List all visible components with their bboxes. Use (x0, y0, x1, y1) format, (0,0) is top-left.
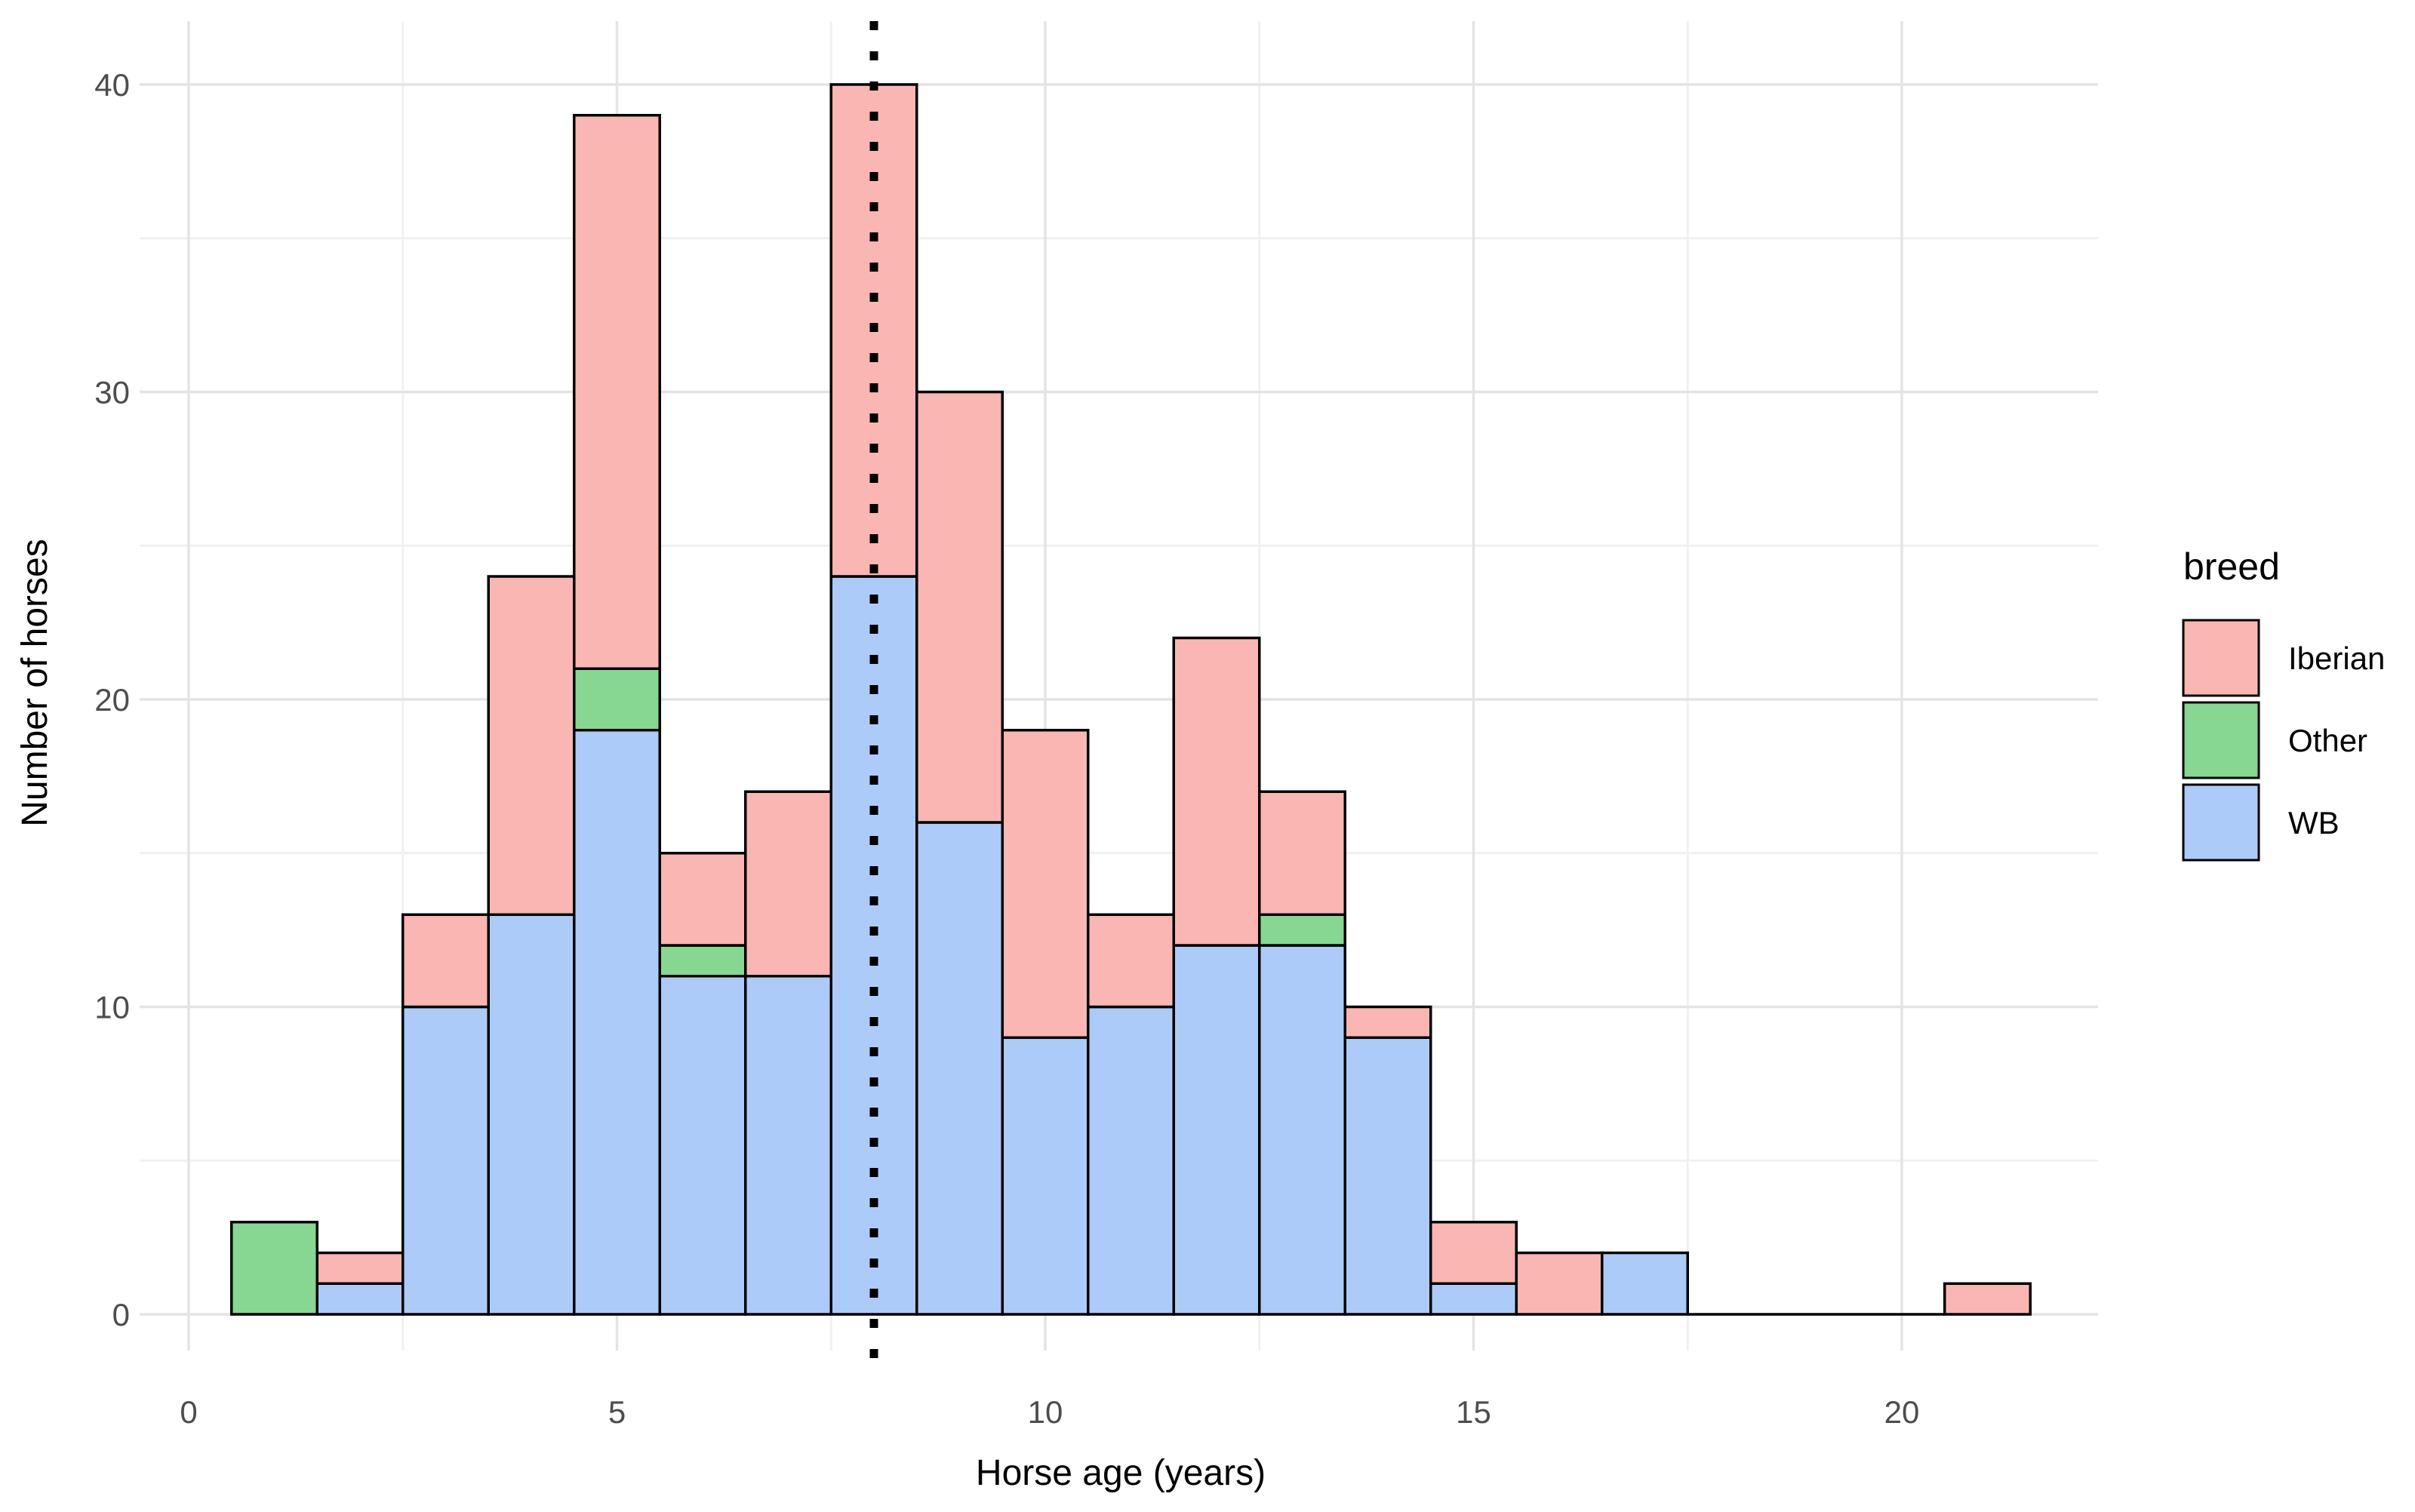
bar-segment-wb-age-13 (1258, 944, 1346, 1316)
bar-segment-iberian-age-4 (487, 575, 576, 916)
bar-segment-iberian-age-14 (1343, 1005, 1432, 1039)
bar-segment-iberian-age-9 (915, 390, 1004, 824)
x-tick-label-0: 0 (180, 1394, 197, 1430)
bar-segment-wb-age-14 (1343, 1036, 1432, 1316)
bar-segment-other-age-6 (658, 944, 747, 978)
bar-segment-iberian-age-13 (1258, 790, 1346, 916)
legend-swatch-other (2182, 701, 2260, 779)
bar-segment-wb-age-15 (1429, 1282, 1518, 1316)
bars (230, 83, 2032, 1316)
x-tick-label-20: 20 (1884, 1394, 1920, 1430)
bar-segment-iberian-age-12 (1172, 636, 1261, 947)
legend-label-wb: WB (2288, 805, 2340, 841)
bar-segment-wb-age-3 (401, 1005, 490, 1316)
bar-segment-wb-age-9 (915, 821, 1004, 1316)
bar-segment-iberian-age-3 (401, 913, 490, 1009)
bar-segment-wb-age-5 (573, 729, 661, 1316)
legend-title: breed (2183, 545, 2280, 588)
bar-segment-wb-age-11 (1087, 1005, 1175, 1316)
bar-segment-wb-age-7 (744, 975, 832, 1316)
bar-segment-wb-age-2 (315, 1282, 405, 1316)
legend-label-iberian: Iberian (2288, 641, 2385, 676)
bar-segment-iberian-age-15 (1429, 1221, 1518, 1285)
bar-segment-wb-age-10 (1001, 1036, 1090, 1316)
x-tick-label-5: 5 (608, 1394, 626, 1430)
y-tick-label-20: 20 (94, 682, 130, 718)
y-tick-label-40: 40 (94, 67, 130, 103)
legend-swatch-wb (2182, 783, 2260, 862)
bar-segment-iberian-age-2 (315, 1251, 405, 1285)
bar-segment-iberian-age-21 (1943, 1282, 2032, 1316)
bar-segment-iberian-age-10 (1001, 729, 1090, 1039)
y-axis-title: Number of horses (15, 539, 55, 827)
legend-swatch-iberian (2182, 619, 2260, 697)
x-tick-label-15: 15 (1456, 1394, 1491, 1430)
bar-segment-other-age-13 (1258, 913, 1346, 947)
bar-segment-wb-age-17 (1601, 1251, 1689, 1316)
bar-segment-iberian-age-7 (744, 790, 832, 978)
bar-segment-iberian-age-5 (573, 114, 661, 670)
x-tick-label-10: 10 (1028, 1394, 1063, 1430)
legend: breed Iberian Other WB (2182, 545, 2385, 862)
y-tick-label-30: 30 (94, 375, 130, 410)
legend-label-other: Other (2288, 723, 2367, 758)
bar-segment-wb-age-6 (658, 975, 747, 1316)
x-axis-title: Horse age (years) (976, 1453, 1266, 1493)
bar-segment-other-age-5 (573, 667, 661, 732)
bar-segment-other-age-1 (230, 1221, 318, 1316)
bar-segment-iberian-age-16 (1515, 1251, 1604, 1316)
bar-segment-wb-age-12 (1172, 944, 1261, 1316)
bar-segment-wb-age-4 (487, 913, 576, 1316)
bar-segment-iberian-age-11 (1087, 913, 1175, 1009)
x-axis-tick-labels: 0 5 10 15 20 (180, 1394, 1919, 1430)
bar-segment-iberian-age-6 (658, 852, 747, 947)
y-tick-label-0: 0 (112, 1297, 130, 1332)
y-axis-tick-labels: 0 10 20 30 40 (94, 67, 130, 1332)
y-tick-label-10: 10 (94, 990, 130, 1025)
